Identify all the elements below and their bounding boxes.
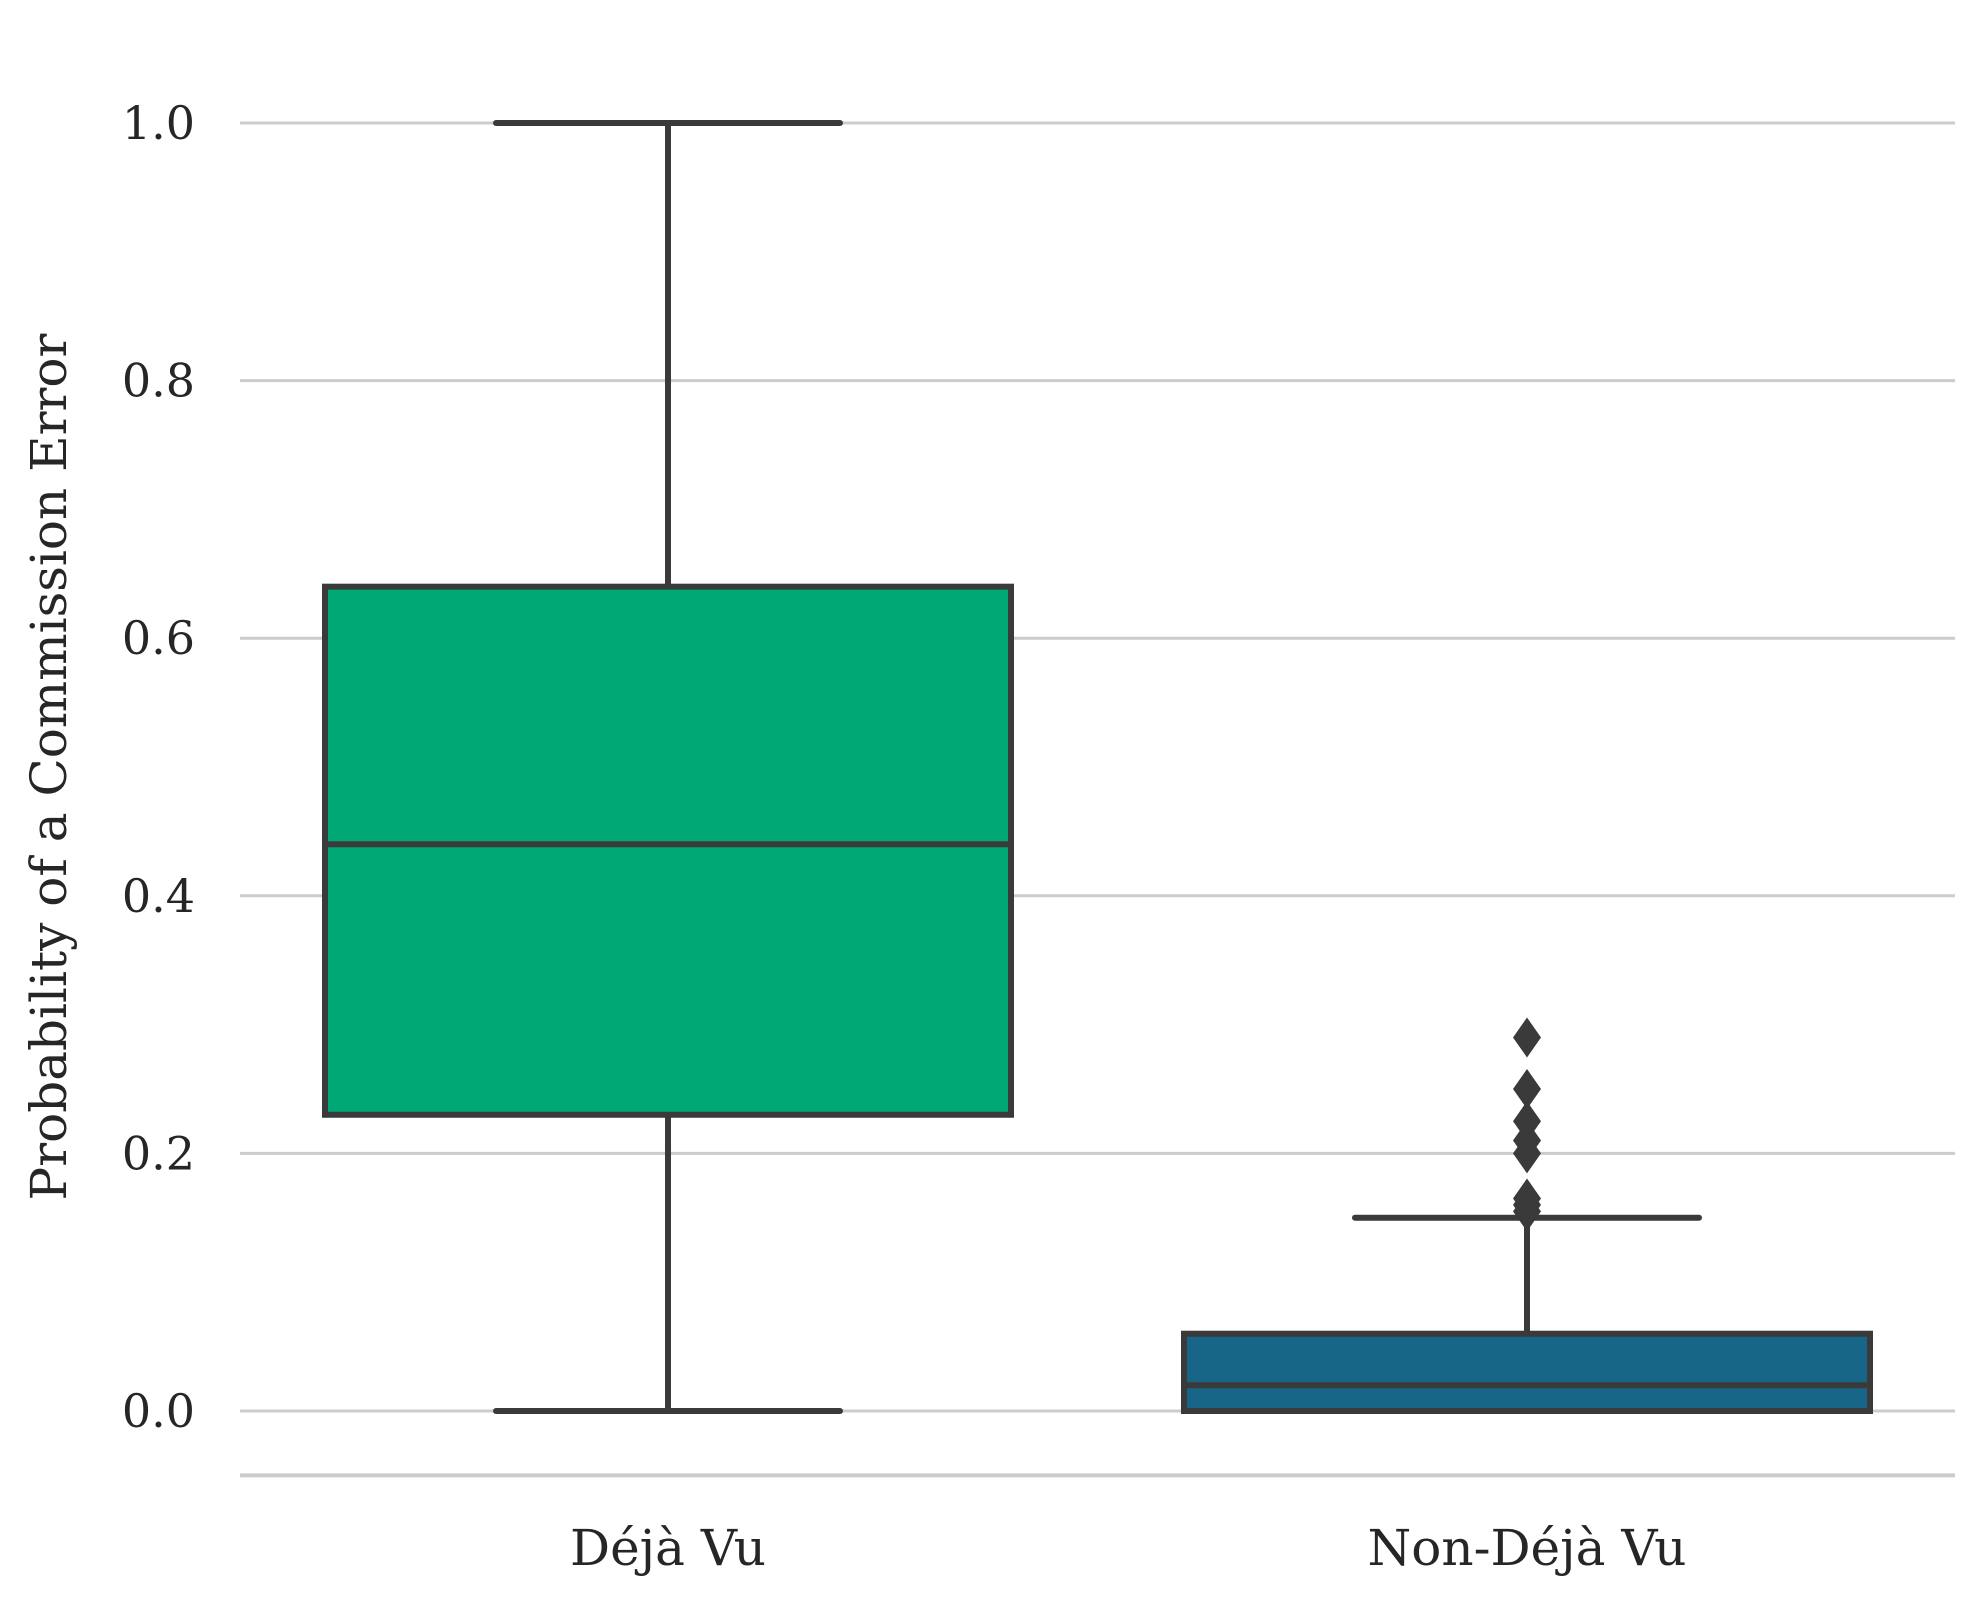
y-tick-label: 0.0 (122, 1384, 195, 1438)
outlier-point (1513, 1017, 1541, 1058)
y-tick-label: 0.8 (122, 354, 195, 408)
outlier-point (1513, 1069, 1541, 1109)
y-tick-label: 0.4 (122, 869, 195, 923)
x-category-label: Non-Déjà Vu (1368, 1519, 1687, 1577)
y-axis-title: Probability of a Commission Error (20, 333, 78, 1200)
box-iqr (322, 583, 1014, 1118)
box-group (1181, 1017, 1873, 1414)
outlier-point (1513, 1178, 1541, 1219)
outlier-point (1513, 1101, 1541, 1142)
category-labels: Déjà Vu Non-Déjà Vu (570, 1519, 1686, 1577)
box-iqr (1181, 1330, 1873, 1414)
y-tick-label: 0.6 (122, 611, 195, 665)
y-tick-label: 1.0 (122, 96, 195, 150)
box-group (322, 120, 1014, 1414)
boxes (322, 120, 1873, 1414)
y-tick-labels: 0.0 0.2 0.4 0.6 0.8 1.0 (122, 96, 195, 1438)
x-category-label: Déjà Vu (570, 1519, 766, 1577)
y-tick-label: 0.2 (122, 1126, 195, 1180)
